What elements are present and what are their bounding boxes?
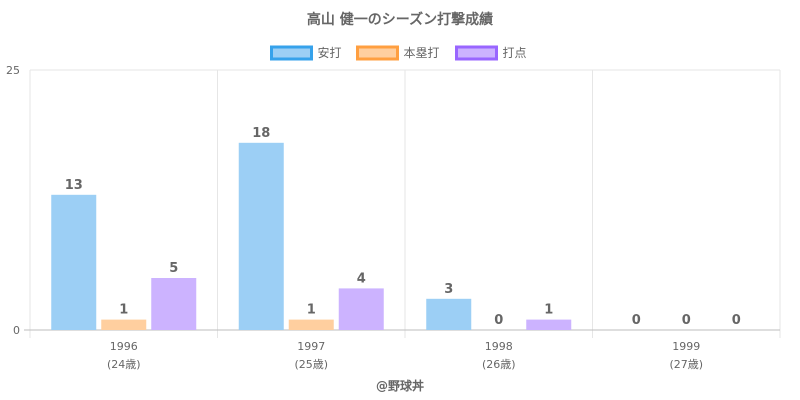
bar: [338, 288, 384, 330]
bar-value-label: 0: [732, 313, 741, 328]
legend-label: 安打: [318, 45, 342, 60]
bar-value-label: 1: [119, 303, 128, 318]
bar-value-label: 13: [65, 178, 83, 193]
bar: [101, 319, 147, 330]
x-tick-label: 1997: [297, 340, 325, 353]
legend: 安打 本塁打 打点: [270, 45, 527, 61]
y-tick-label: 25: [6, 64, 20, 77]
x-axis-ticks: 1996 (24歳) 1997 (25歳) 1998 (26歳) 1999 (27歳): [107, 340, 703, 371]
grid: [24, 69, 781, 338]
bar: [526, 319, 572, 330]
legend-label: 打点: [503, 46, 527, 60]
bar: [238, 142, 284, 330]
x-tick-sublabel: (25歳): [294, 358, 328, 371]
x-tick-label: 1996: [110, 340, 138, 353]
bar-value-label: 4: [357, 271, 366, 286]
bar: [288, 319, 334, 330]
x-axis-label: @野球丼: [376, 378, 424, 393]
bar: [51, 194, 97, 330]
bar: [151, 278, 197, 330]
bar-value-label: 1: [544, 303, 553, 318]
bars: [51, 142, 572, 330]
bar-value-label: 18: [252, 126, 270, 141]
bar-value-label: 1: [307, 303, 316, 318]
x-tick-sublabel: (27歳): [669, 358, 703, 371]
x-tick-label: 1998: [485, 340, 513, 353]
legend-label: 本塁打: [404, 46, 440, 60]
bar-value-label: 0: [682, 313, 691, 328]
bar-value-label: 3: [444, 282, 453, 297]
x-tick-sublabel: (24歳): [107, 358, 141, 371]
y-axis-ticks: 0 25: [6, 64, 20, 337]
x-tick-sublabel: (26歳): [482, 358, 516, 371]
legend-swatch: [455, 45, 498, 61]
legend-swatch: [270, 45, 313, 61]
chart-title: 高山 健一のシーズン打撃成績: [307, 11, 493, 28]
bar-value-label: 5: [169, 261, 178, 276]
data-labels: 13 18 3 0 1 1 0 0 5 4 1 0: [65, 126, 741, 328]
legend-swatch: [356, 45, 399, 61]
y-tick-label: 0: [13, 324, 20, 337]
bar-value-label: 0: [632, 313, 641, 328]
x-tick-label: 1999: [672, 340, 700, 353]
bar-value-label: 0: [494, 313, 503, 328]
bar: [426, 298, 472, 330]
